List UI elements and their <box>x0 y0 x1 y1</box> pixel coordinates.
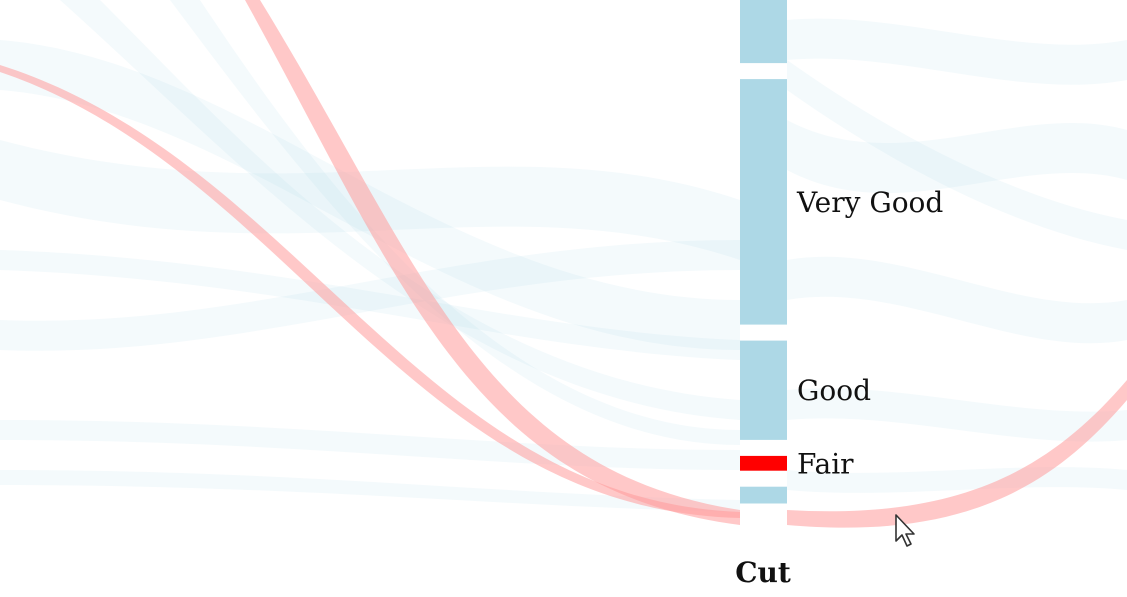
flow-ribbon <box>0 240 740 351</box>
flow-ribbon <box>787 60 1127 250</box>
flow-ribbon <box>787 120 1127 193</box>
highlighted-flow-ribbon <box>787 380 1127 528</box>
category-label-good: Good <box>797 374 871 407</box>
category-bars <box>740 0 787 504</box>
flow-ribbon <box>60 0 740 420</box>
flow-ribbon <box>0 250 740 360</box>
arrow-cursor-icon <box>895 514 915 547</box>
flow-ribbon <box>787 388 1127 442</box>
category-bar-fair[interactable] <box>740 455 787 471</box>
flow-ribbon <box>0 420 740 470</box>
flow-ribbon <box>0 470 740 512</box>
highlighted-ribbons <box>0 0 1127 528</box>
category-bar-unlabeled-0[interactable] <box>740 0 787 64</box>
dimension-title-cut: Cut <box>735 556 791 589</box>
category-bar-unlabeled-4[interactable] <box>740 486 787 504</box>
category-label-very-good: Very Good <box>796 186 943 219</box>
category-bar-very-good[interactable] <box>740 79 787 325</box>
background-ribbons <box>0 0 1127 512</box>
category-bar-good[interactable] <box>740 340 787 440</box>
flow-ribbon <box>787 256 1127 344</box>
flow-ribbon <box>787 18 1127 85</box>
flow-ribbon <box>170 0 740 445</box>
category-label-fair: Fair <box>797 447 854 480</box>
category-labels: Very Good Good Fair <box>796 186 943 480</box>
